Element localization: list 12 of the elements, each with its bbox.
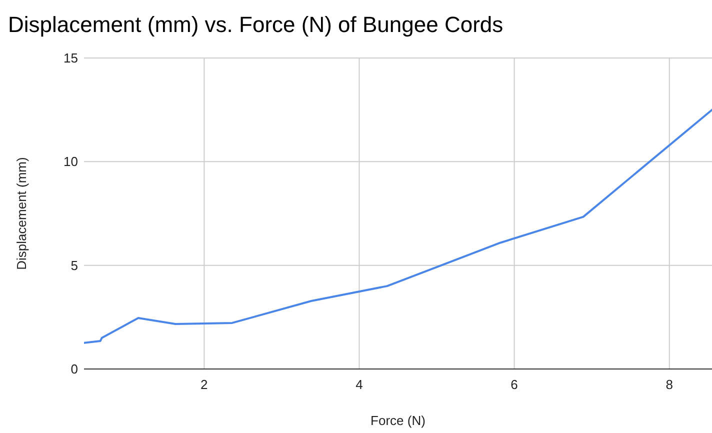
chart-title: Displacement (mm) vs. Force (N) of Bungee Cords <box>8 12 504 37</box>
y-tick-label: 15 <box>64 50 78 66</box>
y-tick-label: 0 <box>70 362 78 377</box>
x-tick-label: 8 <box>666 377 673 392</box>
x-tick-label: 6 <box>510 377 518 392</box>
y-tick-label: 10 <box>64 154 78 170</box>
x-tick-label: 2 <box>200 377 208 392</box>
x-tick-label: 4 <box>356 377 363 392</box>
y-tick-label: 5 <box>70 258 78 273</box>
line-series <box>84 108 712 344</box>
y-axis-title: Displacement (mm) <box>14 157 29 270</box>
x-axis-title: Force (N) <box>370 413 426 428</box>
